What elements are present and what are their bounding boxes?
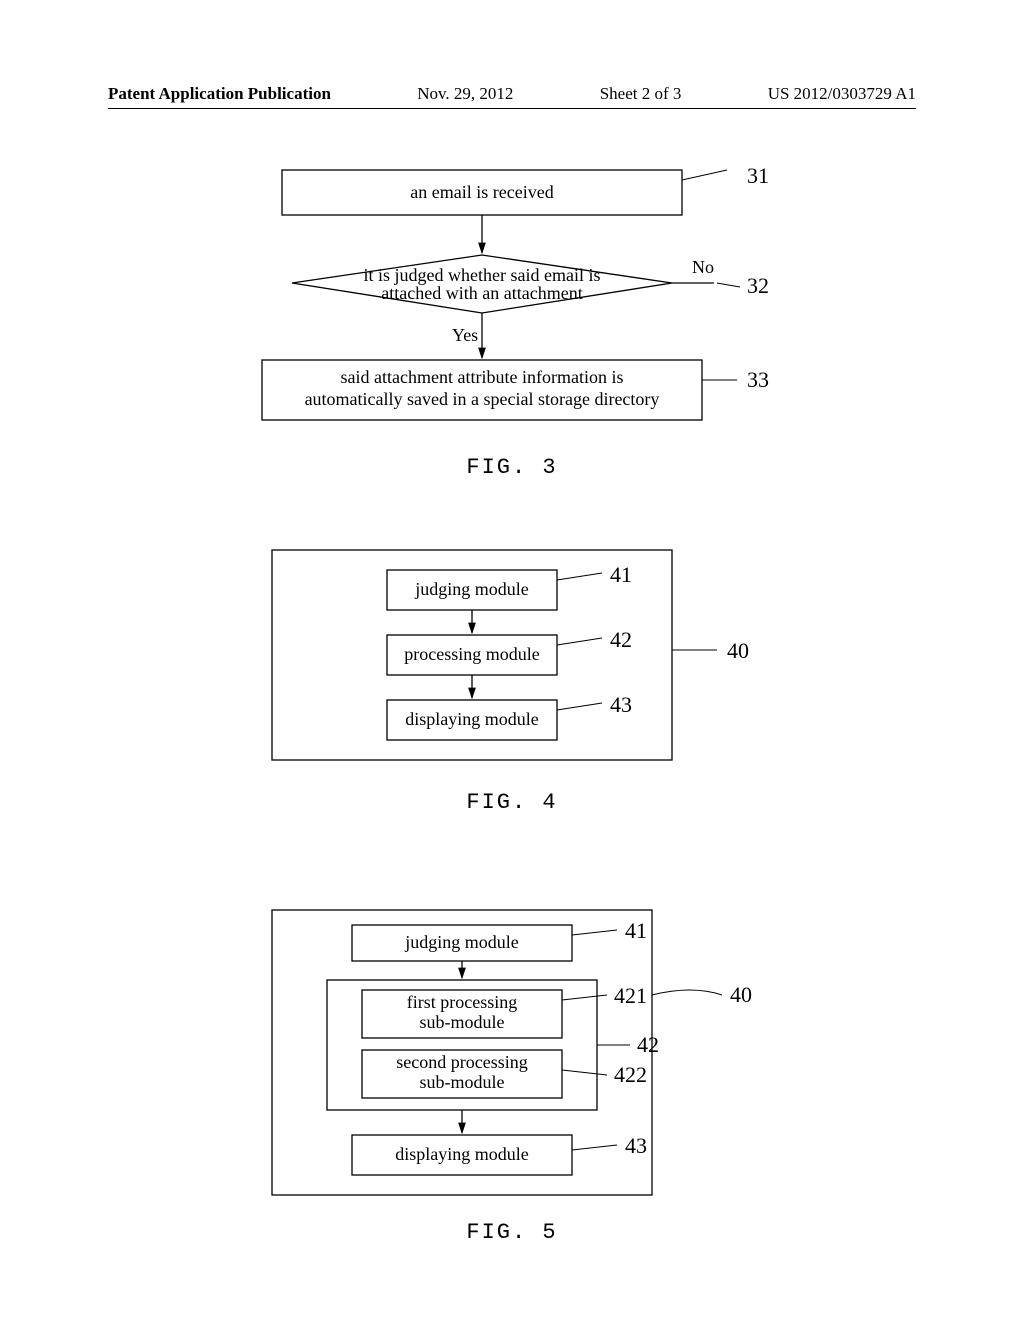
- sheet-number: Sheet 2 of 3: [600, 84, 682, 104]
- fig5-label: FIG. 5: [0, 1220, 1024, 1245]
- fig3-yes-label: Yes: [452, 325, 478, 345]
- fig3-box31-text: an email is received: [410, 182, 553, 202]
- publication-label: Patent Application Publication: [108, 84, 331, 104]
- fig5-ref-40: 40: [730, 982, 752, 1007]
- fig5-ref-43: 43: [625, 1133, 647, 1158]
- fig3-label: FIG. 3: [0, 455, 1024, 480]
- fig3-dec-line2: attached with an attachment: [381, 283, 582, 303]
- fig5-svg: 40 judging module 41 42 first processing…: [222, 900, 802, 1220]
- fig3-box33-l1: said attachment attribute information is: [341, 367, 624, 387]
- fig5-ref-422: 422: [614, 1062, 647, 1087]
- fig3-ref-32: 32: [747, 273, 769, 298]
- fig5-sub1-l2: sub-module: [420, 1012, 505, 1032]
- fig4-ref-41: 41: [610, 562, 632, 587]
- fig3-ref-33: 33: [747, 367, 769, 392]
- fig5-sub2-l1: second processing: [396, 1052, 527, 1072]
- fig3-ref-31: 31: [747, 165, 769, 188]
- fig5-judging-text: judging module: [404, 932, 519, 952]
- figure-4: 40 judging module 41 processing module 4…: [0, 540, 1024, 820]
- fig5-disp-text: displaying module: [395, 1144, 529, 1164]
- fig4-ref-40: 40: [727, 638, 749, 663]
- fig4-label: FIG. 4: [0, 790, 1024, 815]
- fig5-ref-42: 42: [637, 1032, 659, 1057]
- fig5-sub1-l1: first processing: [407, 992, 517, 1012]
- fig3-dec-line1: it is judged whether said email is: [364, 265, 601, 285]
- figure-5: 40 judging module 41 42 first processing…: [0, 900, 1024, 1220]
- figure-3: an email is received 31 it is judged whe…: [0, 165, 1024, 465]
- fig3-no-label: No: [692, 257, 714, 277]
- header: Patent Application Publication Nov. 29, …: [0, 84, 1024, 104]
- fig4-mod-2-text: displaying module: [405, 709, 539, 729]
- fig5-ref-41: 41: [625, 918, 647, 943]
- fig4-mod-0-text: judging module: [414, 579, 529, 599]
- fig5-ref-421: 421: [614, 983, 647, 1008]
- publication-date: Nov. 29, 2012: [417, 84, 513, 104]
- fig4-mod-1-text: processing module: [404, 644, 539, 664]
- page: Patent Application Publication Nov. 29, …: [0, 0, 1024, 1320]
- publication-number: US 2012/0303729 A1: [768, 84, 916, 104]
- fig4-ref-43: 43: [610, 692, 632, 717]
- fig4-svg: 40 judging module 41 processing module 4…: [232, 540, 792, 790]
- fig3-box33-l2: automatically saved in a special storage…: [305, 389, 660, 409]
- fig3-svg: an email is received 31 it is judged whe…: [192, 165, 832, 455]
- fig5-sub2-l2: sub-module: [420, 1072, 505, 1092]
- header-rule: [108, 108, 916, 109]
- fig4-ref-42: 42: [610, 627, 632, 652]
